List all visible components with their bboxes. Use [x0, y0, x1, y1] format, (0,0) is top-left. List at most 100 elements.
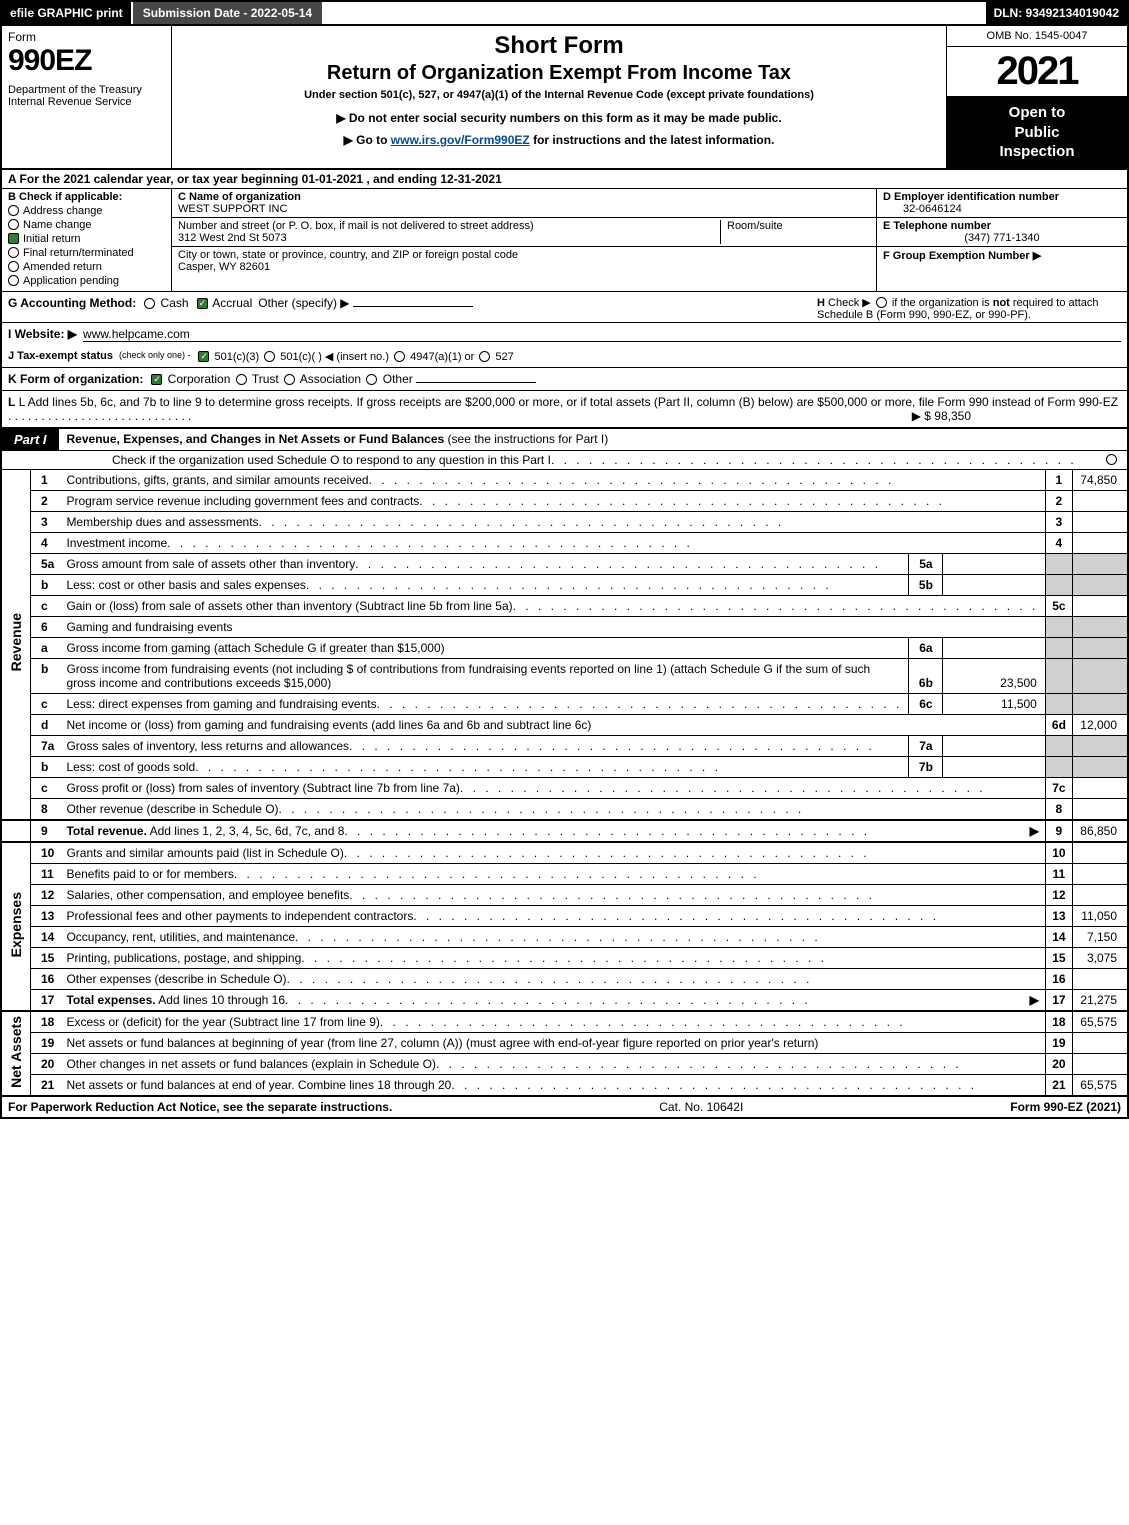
part-1-title-suffix: (see the instructions for Part I) [448, 432, 609, 446]
line-17: 17 Total expenses. Add lines 10 through … [1, 989, 1128, 1011]
section-b: B Check if applicable: Address change Na… [2, 189, 172, 291]
line-ref: 16 [1045, 968, 1072, 989]
check-application-pending[interactable]: Application pending [8, 275, 165, 287]
dot-leader [369, 473, 1039, 487]
line-desc: Less: cost or other basis and sales expe… [66, 578, 305, 592]
row-k-label: K Form of organization: [8, 372, 143, 386]
line-10: Expenses 10 Grants and similar amounts p… [1, 842, 1128, 864]
line-number: c [31, 777, 61, 798]
line-14: 14 Occupancy, rent, utilities, and maint… [1, 926, 1128, 947]
line-desc: Salaries, other compensation, and employ… [66, 888, 349, 902]
radio-icon[interactable] [236, 374, 247, 385]
line-ref: 6d [1045, 714, 1072, 735]
page-footer: For Paperwork Reduction Act Notice, see … [0, 1096, 1129, 1119]
radio-icon[interactable] [479, 351, 490, 362]
line-desc: Less: cost of goods sold [66, 760, 195, 774]
line-number: a [31, 637, 61, 658]
check-address-change[interactable]: Address change [8, 205, 165, 217]
phone-label: E Telephone number [883, 220, 991, 232]
line-1: Revenue 1 Contributions, gifts, grants, … [1, 470, 1128, 491]
line-ref: 5c [1045, 595, 1072, 616]
line-number: 16 [31, 968, 61, 989]
radio-icon [197, 298, 208, 309]
line-6c: c Less: direct expenses from gaming and … [1, 693, 1128, 714]
row-j-sub: (check only one) - [119, 350, 191, 360]
header-note-ssn: ▶ Do not enter social security numbers o… [180, 111, 938, 125]
row-l-text: L Add lines 5b, 6c, and 7b to line 9 to … [19, 395, 1118, 409]
form-number: 990EZ [8, 44, 165, 78]
part-1-label: Part I [2, 429, 59, 450]
part-1-table: Revenue 1 Contributions, gifts, grants, … [0, 470, 1129, 1096]
accrual-option[interactable]: Accrual [195, 296, 253, 310]
net-assets-side-label: Net Assets [1, 1011, 31, 1096]
check-label: Final return/terminated [23, 247, 134, 259]
line-value [1072, 968, 1128, 989]
checkbox-icon[interactable] [876, 297, 887, 308]
check-name-change[interactable]: Name change [8, 219, 165, 231]
section-d-e-f: D Employer identification number 32-0646… [877, 189, 1127, 291]
line-7c: c Gross profit or (loss) from sales of i… [1, 777, 1128, 798]
mid-value: 23,500 [943, 658, 1045, 693]
line-19: 19 Net assets or fund balances at beginn… [1, 1032, 1128, 1053]
grey-cell [1072, 658, 1128, 693]
mid-value [943, 637, 1045, 658]
room-label: Room/suite [727, 220, 783, 232]
checkbox-icon[interactable] [198, 351, 209, 362]
line-3: 3 Membership dues and assessments 3 [1, 511, 1128, 532]
mid-value [943, 574, 1045, 595]
line-value: 86,850 [1072, 820, 1128, 842]
line-ref: 17 [1045, 989, 1072, 1011]
row-i: I Website: ▶ www.helpcame.com [2, 322, 1127, 346]
grey-cell [1045, 658, 1072, 693]
grey-cell [1045, 756, 1072, 777]
line-number: c [31, 693, 61, 714]
arrow-icon: ▶ [1030, 824, 1039, 838]
schedule-o-check-row: Check if the organization used Schedule … [0, 451, 1129, 470]
grey-cell [1045, 693, 1072, 714]
line-number: 14 [31, 926, 61, 947]
group-exemption-label: F Group Exemption Number ▶ [883, 250, 1041, 262]
line-ref: 13 [1045, 905, 1072, 926]
efile-graphic-print[interactable]: efile GRAPHIC print [2, 2, 131, 24]
mid-ref: 7b [909, 756, 943, 777]
line-value: 3,075 [1072, 947, 1128, 968]
mid-ref: 6b [909, 658, 943, 693]
line-18: Net Assets 18 Excess or (deficit) for th… [1, 1011, 1128, 1033]
radio-icon[interactable] [394, 351, 405, 362]
line-desc: Net income or (loss) from gaming and fun… [66, 718, 591, 732]
line-number: 3 [31, 511, 61, 532]
other-option[interactable]: Other (specify) ▶ [258, 296, 473, 310]
form-label: Form [8, 30, 165, 44]
radio-icon[interactable] [264, 351, 275, 362]
line-value: 7,150 [1072, 926, 1128, 947]
radio-icon[interactable] [284, 374, 295, 385]
line-desc: Gross amount from sale of assets other t… [66, 557, 355, 571]
line-desc: Total revenue. Add lines 1, 2, 3, 4, 5c,… [66, 824, 344, 838]
line-number: 18 [31, 1011, 61, 1033]
note2-suffix: for instructions and the latest informat… [530, 133, 775, 147]
line-number: 1 [31, 470, 61, 491]
checkbox-icon[interactable] [151, 374, 162, 385]
check-amended-return[interactable]: Amended return [8, 261, 165, 273]
line-desc: Total expenses. Add lines 10 through 16 [66, 993, 285, 1007]
check-final-return[interactable]: Final return/terminated [8, 247, 165, 259]
cash-option[interactable]: Cash [142, 296, 188, 310]
radio-icon[interactable] [366, 374, 377, 385]
grey-cell [1072, 693, 1128, 714]
line-ref: 2 [1045, 490, 1072, 511]
cash-label: Cash [161, 296, 189, 310]
section-c: C Name of organization WEST SUPPORT INC … [172, 189, 877, 291]
mid-ref: 6c [909, 693, 943, 714]
line-number: 5a [31, 553, 61, 574]
line-5c: c Gain or (loss) from sale of assets oth… [1, 595, 1128, 616]
schedule-o-text: Check if the organization used Schedule … [112, 453, 551, 467]
website-value[interactable]: www.helpcame.com [83, 327, 1121, 342]
checkbox-icon[interactable] [1106, 454, 1117, 465]
line-ref: 15 [1045, 947, 1072, 968]
dot-leader [513, 599, 1039, 613]
line-value [1072, 798, 1128, 820]
return-title: Return of Organization Exempt From Incom… [180, 62, 938, 85]
dot-leader [295, 930, 1039, 944]
irs-link[interactable]: www.irs.gov/Form990EZ [391, 133, 530, 147]
check-initial-return[interactable]: Initial return [8, 233, 165, 245]
